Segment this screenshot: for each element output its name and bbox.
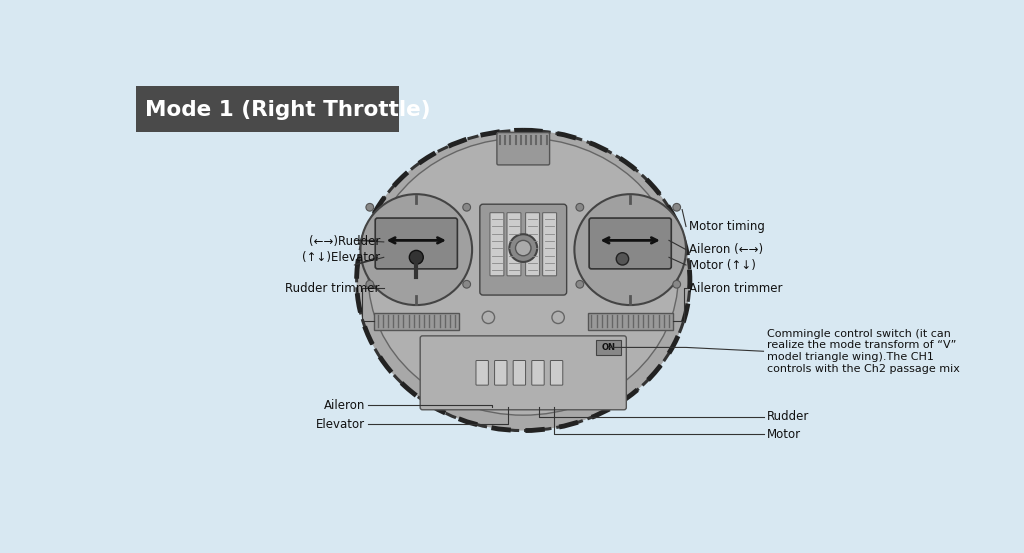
FancyBboxPatch shape <box>513 361 525 385</box>
FancyBboxPatch shape <box>375 218 458 269</box>
Circle shape <box>574 194 686 305</box>
Circle shape <box>552 311 564 324</box>
Text: Commingle control switch (it can
realize the mode transform of “V”
model triangl: Commingle control switch (it can realize… <box>767 329 959 374</box>
Circle shape <box>673 204 681 211</box>
Circle shape <box>463 280 471 288</box>
FancyBboxPatch shape <box>476 361 488 385</box>
FancyBboxPatch shape <box>596 340 621 355</box>
Text: Motor (↑↓): Motor (↑↓) <box>689 258 756 272</box>
Circle shape <box>410 251 423 264</box>
Circle shape <box>509 234 538 262</box>
FancyBboxPatch shape <box>497 133 550 165</box>
FancyBboxPatch shape <box>543 213 557 276</box>
FancyBboxPatch shape <box>374 313 459 330</box>
FancyBboxPatch shape <box>420 336 627 410</box>
Text: Aileron trimmer: Aileron trimmer <box>689 281 782 295</box>
FancyBboxPatch shape <box>550 361 563 385</box>
Circle shape <box>366 280 374 288</box>
FancyBboxPatch shape <box>489 213 504 276</box>
Ellipse shape <box>369 138 678 415</box>
Text: Motor timing: Motor timing <box>689 220 765 233</box>
Text: Motor: Motor <box>767 428 801 441</box>
Text: Aileron: Aileron <box>324 399 366 411</box>
Circle shape <box>463 204 471 211</box>
Circle shape <box>616 253 629 265</box>
Circle shape <box>673 280 681 288</box>
FancyBboxPatch shape <box>589 218 672 269</box>
Circle shape <box>360 194 472 305</box>
FancyBboxPatch shape <box>525 213 540 276</box>
Circle shape <box>482 311 495 324</box>
Text: Elevator: Elevator <box>316 418 366 431</box>
Text: Mode 1 (Right Throttle): Mode 1 (Right Throttle) <box>145 100 431 120</box>
Text: (↑↓)Elevator: (↑↓)Elevator <box>302 251 380 264</box>
Circle shape <box>366 204 374 211</box>
FancyBboxPatch shape <box>136 86 399 132</box>
Text: (←→)Rudder: (←→)Rudder <box>308 236 380 248</box>
Ellipse shape <box>356 131 690 431</box>
Text: Rudder: Rudder <box>767 410 809 423</box>
FancyBboxPatch shape <box>507 213 521 276</box>
FancyBboxPatch shape <box>480 204 566 295</box>
FancyBboxPatch shape <box>531 361 544 385</box>
Circle shape <box>515 241 531 256</box>
Text: Aileron (←→): Aileron (←→) <box>689 243 763 256</box>
Circle shape <box>575 204 584 211</box>
FancyBboxPatch shape <box>588 313 673 330</box>
FancyBboxPatch shape <box>495 361 507 385</box>
Text: Rudder trimmer: Rudder trimmer <box>286 281 380 295</box>
Circle shape <box>575 280 584 288</box>
Text: ON: ON <box>601 343 615 352</box>
